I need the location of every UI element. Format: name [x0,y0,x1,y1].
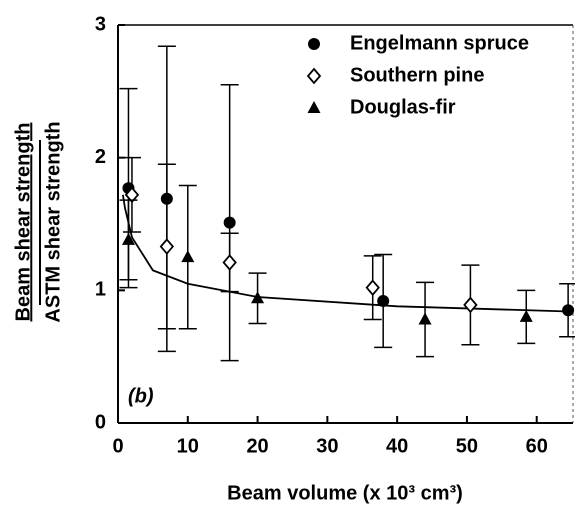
legend-marker [308,38,320,50]
y-tick-label: 1 [95,279,106,301]
x-tick-label: 10 [177,435,199,457]
y-tick-label: 3 [95,13,106,35]
legend-marker [306,67,322,85]
marker [223,216,236,229]
annotation: (b) [128,385,154,407]
marker [124,186,140,204]
marker [562,304,575,317]
marker [251,291,265,304]
marker [463,296,478,314]
y-tick-label: 0 [95,411,106,433]
x-tick-label: 60 [526,435,548,457]
marker [377,294,390,307]
legend-label: Engelmann spruce [350,32,529,54]
x-tick-label: 30 [316,435,338,457]
marker [418,312,432,325]
x-tick-label: 0 [112,435,123,457]
legend-label: Southern pine [350,64,484,86]
marker [365,279,380,297]
x-axis-label: Beam volume (x 10³ cm³) [227,482,463,504]
y-axis-label-bottom: ASTM shear strength [42,121,64,322]
y-tick-label: 2 [95,146,106,168]
marker [159,238,175,255]
fit-curve [122,194,574,313]
x-tick-label: 20 [246,435,268,457]
legend-label: Douglas-fir [350,96,456,118]
marker [222,254,237,271]
x-tick-label: 40 [386,435,408,457]
x-tick-label: 50 [456,435,478,457]
marker [181,250,195,263]
y-axis-label-top: Beam shear strength [12,123,34,322]
marker [121,232,135,245]
marker [519,309,533,322]
legend-marker [307,101,321,113]
